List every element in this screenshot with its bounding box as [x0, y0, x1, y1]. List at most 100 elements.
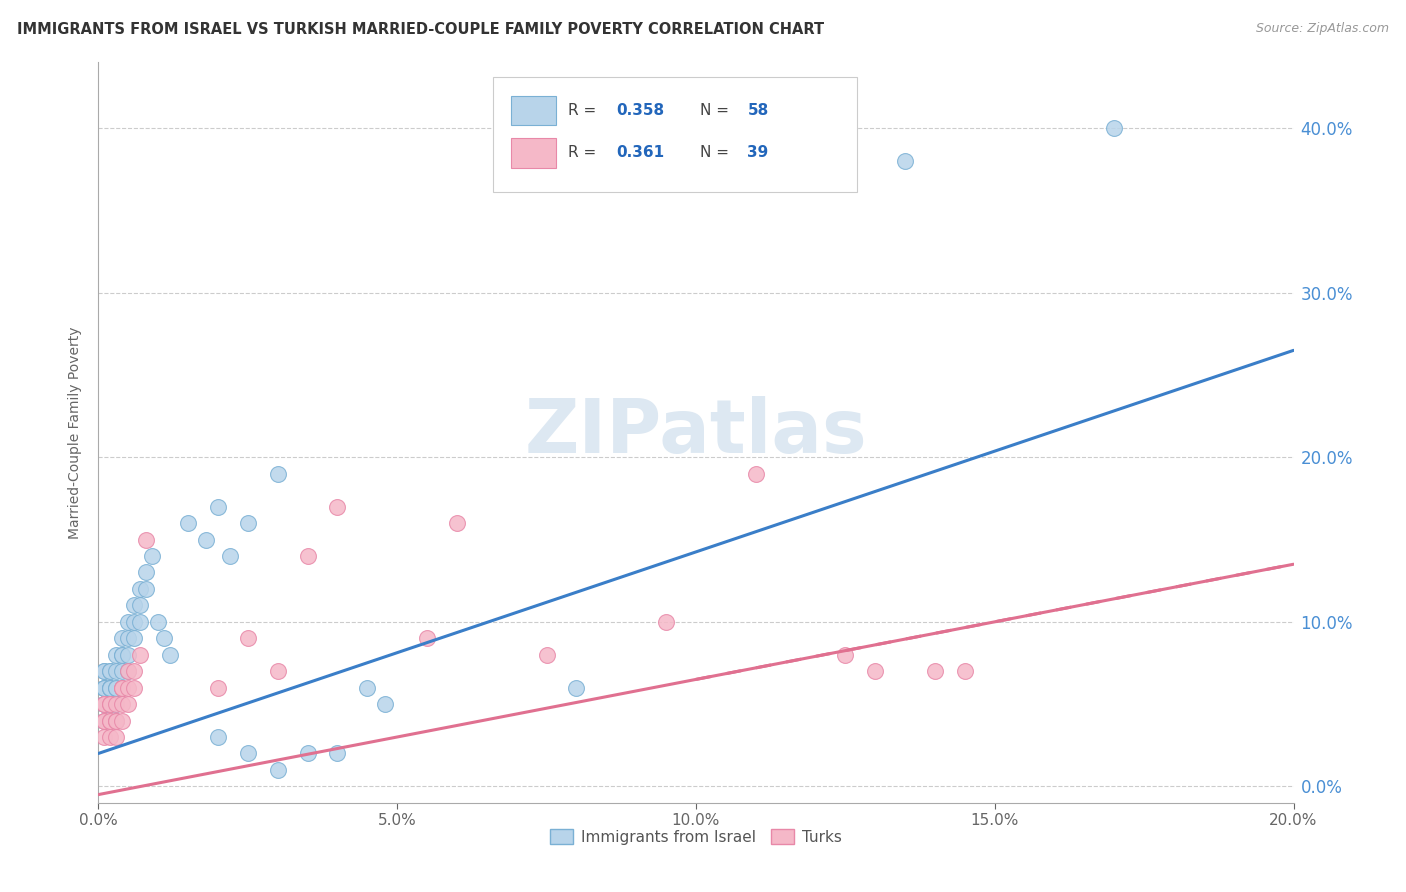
Text: 39: 39 — [748, 145, 769, 161]
Point — [93, 664, 115, 678]
Point — [565, 681, 588, 695]
Point — [267, 664, 290, 678]
Text: 0.358: 0.358 — [616, 103, 664, 118]
Text: N =: N = — [700, 103, 728, 118]
Text: N =: N = — [700, 145, 728, 161]
Point — [141, 549, 163, 563]
Point — [924, 664, 946, 678]
Point — [98, 697, 122, 711]
Point — [105, 681, 128, 695]
Point — [135, 533, 157, 547]
Point — [135, 582, 157, 596]
Point — [135, 566, 157, 580]
Text: R =: R = — [568, 145, 596, 161]
Point — [834, 648, 856, 662]
Point — [98, 664, 122, 678]
Point — [124, 615, 146, 629]
Point — [894, 154, 917, 169]
Y-axis label: Married-Couple Family Poverty: Married-Couple Family Poverty — [69, 326, 83, 539]
Point — [236, 632, 259, 646]
FancyBboxPatch shape — [510, 95, 557, 126]
Point — [98, 697, 122, 711]
Point — [111, 648, 134, 662]
Point — [219, 549, 242, 563]
Point — [326, 500, 349, 514]
Point — [236, 516, 259, 530]
Point — [93, 664, 115, 678]
Point — [129, 582, 152, 596]
Point — [953, 664, 976, 678]
Point — [93, 697, 115, 711]
Text: Source: ZipAtlas.com: Source: ZipAtlas.com — [1256, 22, 1389, 36]
Point — [93, 730, 115, 744]
Point — [105, 697, 128, 711]
Legend: Immigrants from Israel, Turks: Immigrants from Israel, Turks — [544, 822, 848, 851]
Text: IMMIGRANTS FROM ISRAEL VS TURKISH MARRIED-COUPLE FAMILY POVERTY CORRELATION CHAR: IMMIGRANTS FROM ISRAEL VS TURKISH MARRIE… — [17, 22, 824, 37]
Point — [129, 648, 152, 662]
Point — [865, 664, 887, 678]
FancyBboxPatch shape — [494, 78, 858, 192]
Point — [117, 681, 139, 695]
FancyBboxPatch shape — [510, 138, 557, 168]
Point — [105, 681, 128, 695]
Point — [129, 599, 152, 613]
Point — [105, 648, 128, 662]
Point — [124, 599, 146, 613]
Point — [111, 632, 134, 646]
Point — [111, 714, 134, 728]
Point — [111, 697, 134, 711]
Point — [117, 664, 139, 678]
Point — [93, 714, 115, 728]
Point — [98, 714, 122, 728]
Point — [93, 697, 115, 711]
Point — [93, 697, 115, 711]
Point — [124, 681, 146, 695]
Point — [93, 681, 115, 695]
Point — [98, 730, 122, 744]
Point — [129, 615, 152, 629]
Point — [124, 664, 146, 678]
Point — [105, 714, 128, 728]
Point — [111, 681, 134, 695]
Point — [98, 697, 122, 711]
Point — [207, 681, 229, 695]
Point — [98, 697, 122, 711]
Point — [111, 681, 134, 695]
Point — [93, 714, 115, 728]
Point — [153, 632, 176, 646]
Point — [536, 648, 558, 662]
Point — [117, 615, 139, 629]
Point — [195, 533, 218, 547]
Point — [745, 467, 768, 481]
Text: ZIPatlas: ZIPatlas — [524, 396, 868, 469]
Point — [105, 697, 128, 711]
Point — [111, 681, 134, 695]
Point — [159, 648, 181, 662]
Point — [207, 730, 229, 744]
Point — [117, 664, 139, 678]
Point — [446, 516, 468, 530]
Point — [297, 747, 319, 761]
Point — [148, 615, 170, 629]
Point — [93, 681, 115, 695]
Point — [124, 632, 146, 646]
Point — [1104, 121, 1126, 136]
Point — [93, 714, 115, 728]
Point — [98, 681, 122, 695]
Point — [105, 714, 128, 728]
Text: 58: 58 — [748, 103, 769, 118]
Point — [236, 747, 259, 761]
Point — [326, 747, 349, 761]
Point — [297, 549, 319, 563]
Point — [117, 632, 139, 646]
Point — [416, 632, 439, 646]
Point — [177, 516, 200, 530]
Point — [117, 648, 139, 662]
Point — [98, 681, 122, 695]
Point — [267, 763, 290, 777]
Point — [93, 681, 115, 695]
Text: R =: R = — [568, 103, 596, 118]
Point — [356, 681, 378, 695]
Point — [105, 664, 128, 678]
Point — [98, 714, 122, 728]
